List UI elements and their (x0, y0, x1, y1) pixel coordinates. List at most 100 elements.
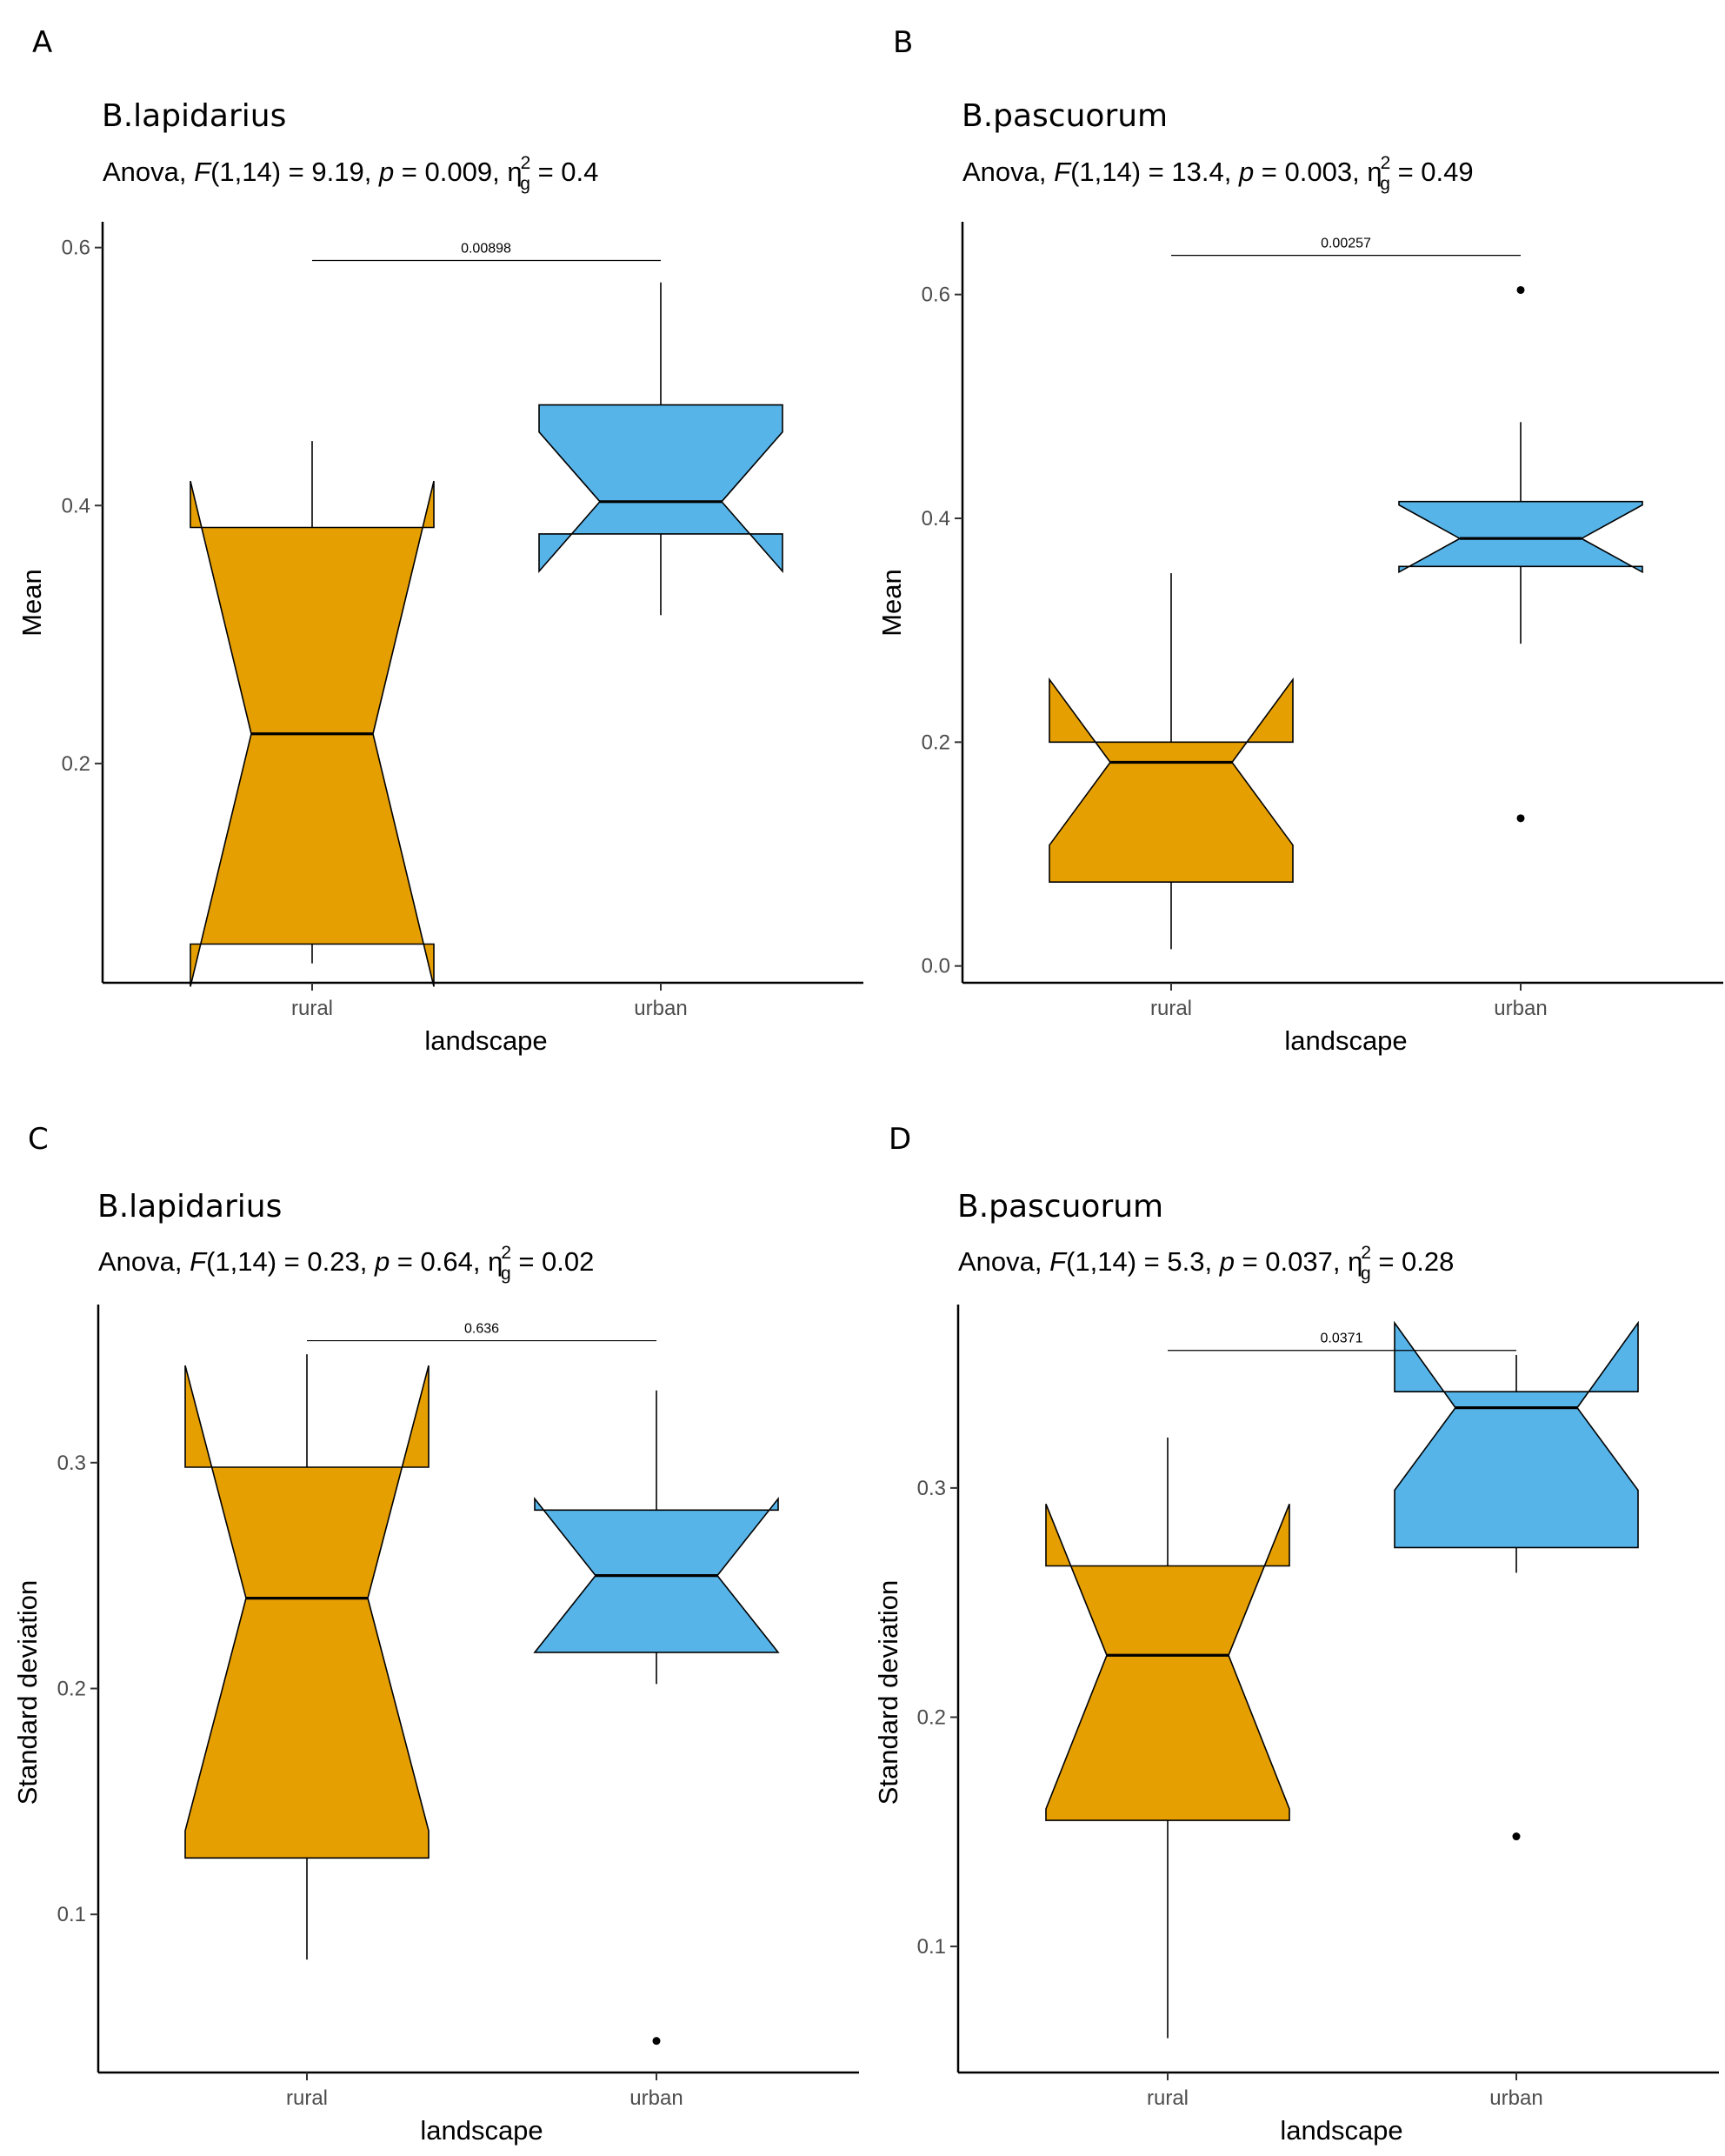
panel-letter-b: B (893, 25, 913, 60)
y-tick-label: 0.2 (62, 752, 90, 776)
subtitle-p-value: = 0.037, (1235, 1246, 1348, 1277)
subtitle-eta-sup: 2 (1381, 153, 1391, 173)
subtitle-p-symbol: p (1238, 157, 1254, 187)
x-tick-label-rural: rural (1147, 2086, 1189, 2110)
subtitle-eta-value: = 0.28 (1371, 1246, 1455, 1277)
subtitle-p-value: = 0.003, (1254, 157, 1367, 187)
urban-box (1394, 1320, 1639, 1549)
subtitle-df: (1,14) = 13.4, (1070, 157, 1239, 187)
x-tick-label-urban: urban (629, 2086, 683, 2110)
subtitle-eta: η (1348, 1246, 1362, 1277)
subtitle-df: (1,14) = 0.23, (206, 1246, 375, 1277)
subtitle-df: (1,14) = 5.3, (1066, 1246, 1220, 1277)
subtitle-stat: F (1054, 157, 1072, 187)
urban-outlier-point (1512, 1832, 1521, 1841)
panel-d-x-axis-title: landscape (1280, 2115, 1402, 2146)
urban-outlier-point (1516, 814, 1525, 823)
panel-b-y-axis-title: Mean (876, 569, 907, 637)
panel-b: B B.pascuorum Anova, F(1,14) = 13.4, p =… (876, 25, 1723, 1056)
y-tick-label: 0.6 (922, 284, 950, 307)
panel-d-title: B.pascuorum (957, 1189, 1163, 1225)
y-tick-label: 0.3 (57, 1452, 86, 1475)
subtitle-test: Anova, (958, 1246, 1049, 1277)
rural-box (184, 1365, 430, 1859)
panel-c: C B.lapidarius Anova, F(1,14) = 0.23, p … (12, 1122, 859, 2146)
y-tick-label: 0.1 (917, 1935, 946, 1959)
panel-d-subtitle: Anova, F(1,14) = 5.3, p = 0.037, η2 g = 0… (958, 1243, 1454, 1284)
urban-outlier-point (1516, 285, 1525, 294)
panel-b-subtitle: Anova, F(1,14) = 13.4, p = 0.003, η2 g = … (962, 153, 1474, 194)
y-tick-label: 0.6 (62, 237, 90, 260)
x-tick-label-urban: urban (1489, 2086, 1542, 2110)
panel-d-pvalue-label: 0.0371 (1321, 1332, 1363, 1346)
subtitle-p-symbol: p (374, 1246, 390, 1277)
panel-c-plot: 0.1 0.2 0.3 (57, 1305, 859, 2080)
y-tick-label: 0.3 (917, 1477, 946, 1500)
x-tick-label-rural: rural (1150, 997, 1192, 1020)
subtitle-eta-sub: g (1361, 1264, 1371, 1284)
panel-b-x-axis-title: landscape (1284, 1025, 1407, 1056)
panel-d: D B.pascuorum Anova, F(1,14) = 5.3, p = … (873, 1122, 1719, 2146)
urban-outlier-point (652, 2037, 661, 2046)
y-tick-label: 0.1 (57, 1903, 86, 1926)
subtitle-test: Anova, (103, 157, 194, 187)
panel-d-y-axis-title: Standard deviation (873, 1580, 903, 1806)
panel-c-title: B.lapidarius (97, 1189, 282, 1225)
panel-a-x-axis-title: landscape (424, 1025, 547, 1056)
subtitle-eta-sup: 2 (521, 153, 531, 173)
subtitle-stat: F (1049, 1246, 1068, 1277)
subtitle-eta-sub: g (1380, 174, 1390, 194)
x-tick-label-rural: rural (286, 2086, 328, 2110)
subtitle-eta-sub: g (501, 1264, 511, 1284)
panel-letter-a: A (32, 25, 52, 60)
subtitle-test: Anova, (98, 1246, 190, 1277)
subtitle-eta: η (507, 157, 522, 187)
subtitle-p-symbol: p (378, 157, 394, 187)
y-tick-label: 0.2 (922, 731, 950, 754)
panel-a-y-axis-title: Mean (17, 569, 47, 637)
subtitle-stat: F (190, 1246, 208, 1277)
subtitle-eta-sub: g (520, 174, 530, 194)
subtitle-eta-value: = 0.49 (1390, 157, 1474, 187)
rural-box (1049, 677, 1294, 884)
subtitle-eta: η (488, 1246, 503, 1277)
panel-c-subtitle: Anova, F(1,14) = 0.23, p = 0.64, η2 g = 0… (98, 1243, 594, 1284)
urban-box (538, 404, 783, 574)
panel-b-title: B.pascuorum (962, 98, 1168, 134)
panel-d-plot: 0.1 0.2 0.3 (917, 1305, 1719, 2080)
subtitle-df: (1,14) = 9.19, (210, 157, 379, 187)
subtitle-eta-value: = 0.4 (530, 157, 598, 187)
panel-c-pvalue-label: 0.636 (464, 1322, 499, 1337)
subtitle-eta-sup: 2 (501, 1243, 511, 1263)
panel-b-pvalue-label: 0.00257 (1321, 237, 1371, 251)
panel-c-y-axis-title: Standard deviation (12, 1580, 43, 1806)
subtitle-p-value: = 0.64, (390, 1246, 488, 1277)
x-tick-label-rural: rural (291, 997, 333, 1020)
subtitle-p-symbol: p (1219, 1246, 1235, 1277)
subtitle-eta-value: = 0.02 (511, 1246, 595, 1277)
y-tick-label: 0.2 (57, 1678, 86, 1701)
y-tick-label: 0.2 (917, 1705, 946, 1729)
panel-letter-d: D (889, 1122, 911, 1157)
urban-box (1398, 500, 1643, 574)
panel-a-title: B.lapidarius (102, 98, 286, 134)
panel-letter-c: C (28, 1122, 49, 1157)
panel-a-subtitle: Anova, F(1,14) = 9.19, p = 0.009, η2 g = … (103, 153, 598, 194)
y-tick-label: 0.4 (922, 507, 950, 531)
subtitle-p-value: = 0.009, (394, 157, 507, 187)
subtitle-eta: η (1367, 157, 1382, 187)
x-tick-label-urban: urban (634, 997, 687, 1020)
panel-a: A B.lapidarius Anova, F(1,14) = 9.19, p … (17, 25, 863, 1056)
subtitle-eta-sup: 2 (1361, 1243, 1371, 1263)
panel-a-pvalue-label: 0.00898 (461, 242, 511, 257)
panel-a-plot: 0.2 0.4 0.6 (62, 222, 863, 991)
panel-b-plot: 0.0 0.2 0.4 0.6 (922, 222, 1723, 991)
panel-c-x-axis-title: landscape (420, 2115, 543, 2146)
rural-box (1045, 1504, 1290, 1821)
subtitle-stat: F (194, 157, 212, 187)
subtitle-test: Anova, (962, 157, 1054, 187)
x-tick-label-urban: urban (1494, 997, 1547, 1020)
y-tick-label: 0.4 (62, 494, 90, 517)
y-tick-label: 0.0 (922, 955, 950, 978)
